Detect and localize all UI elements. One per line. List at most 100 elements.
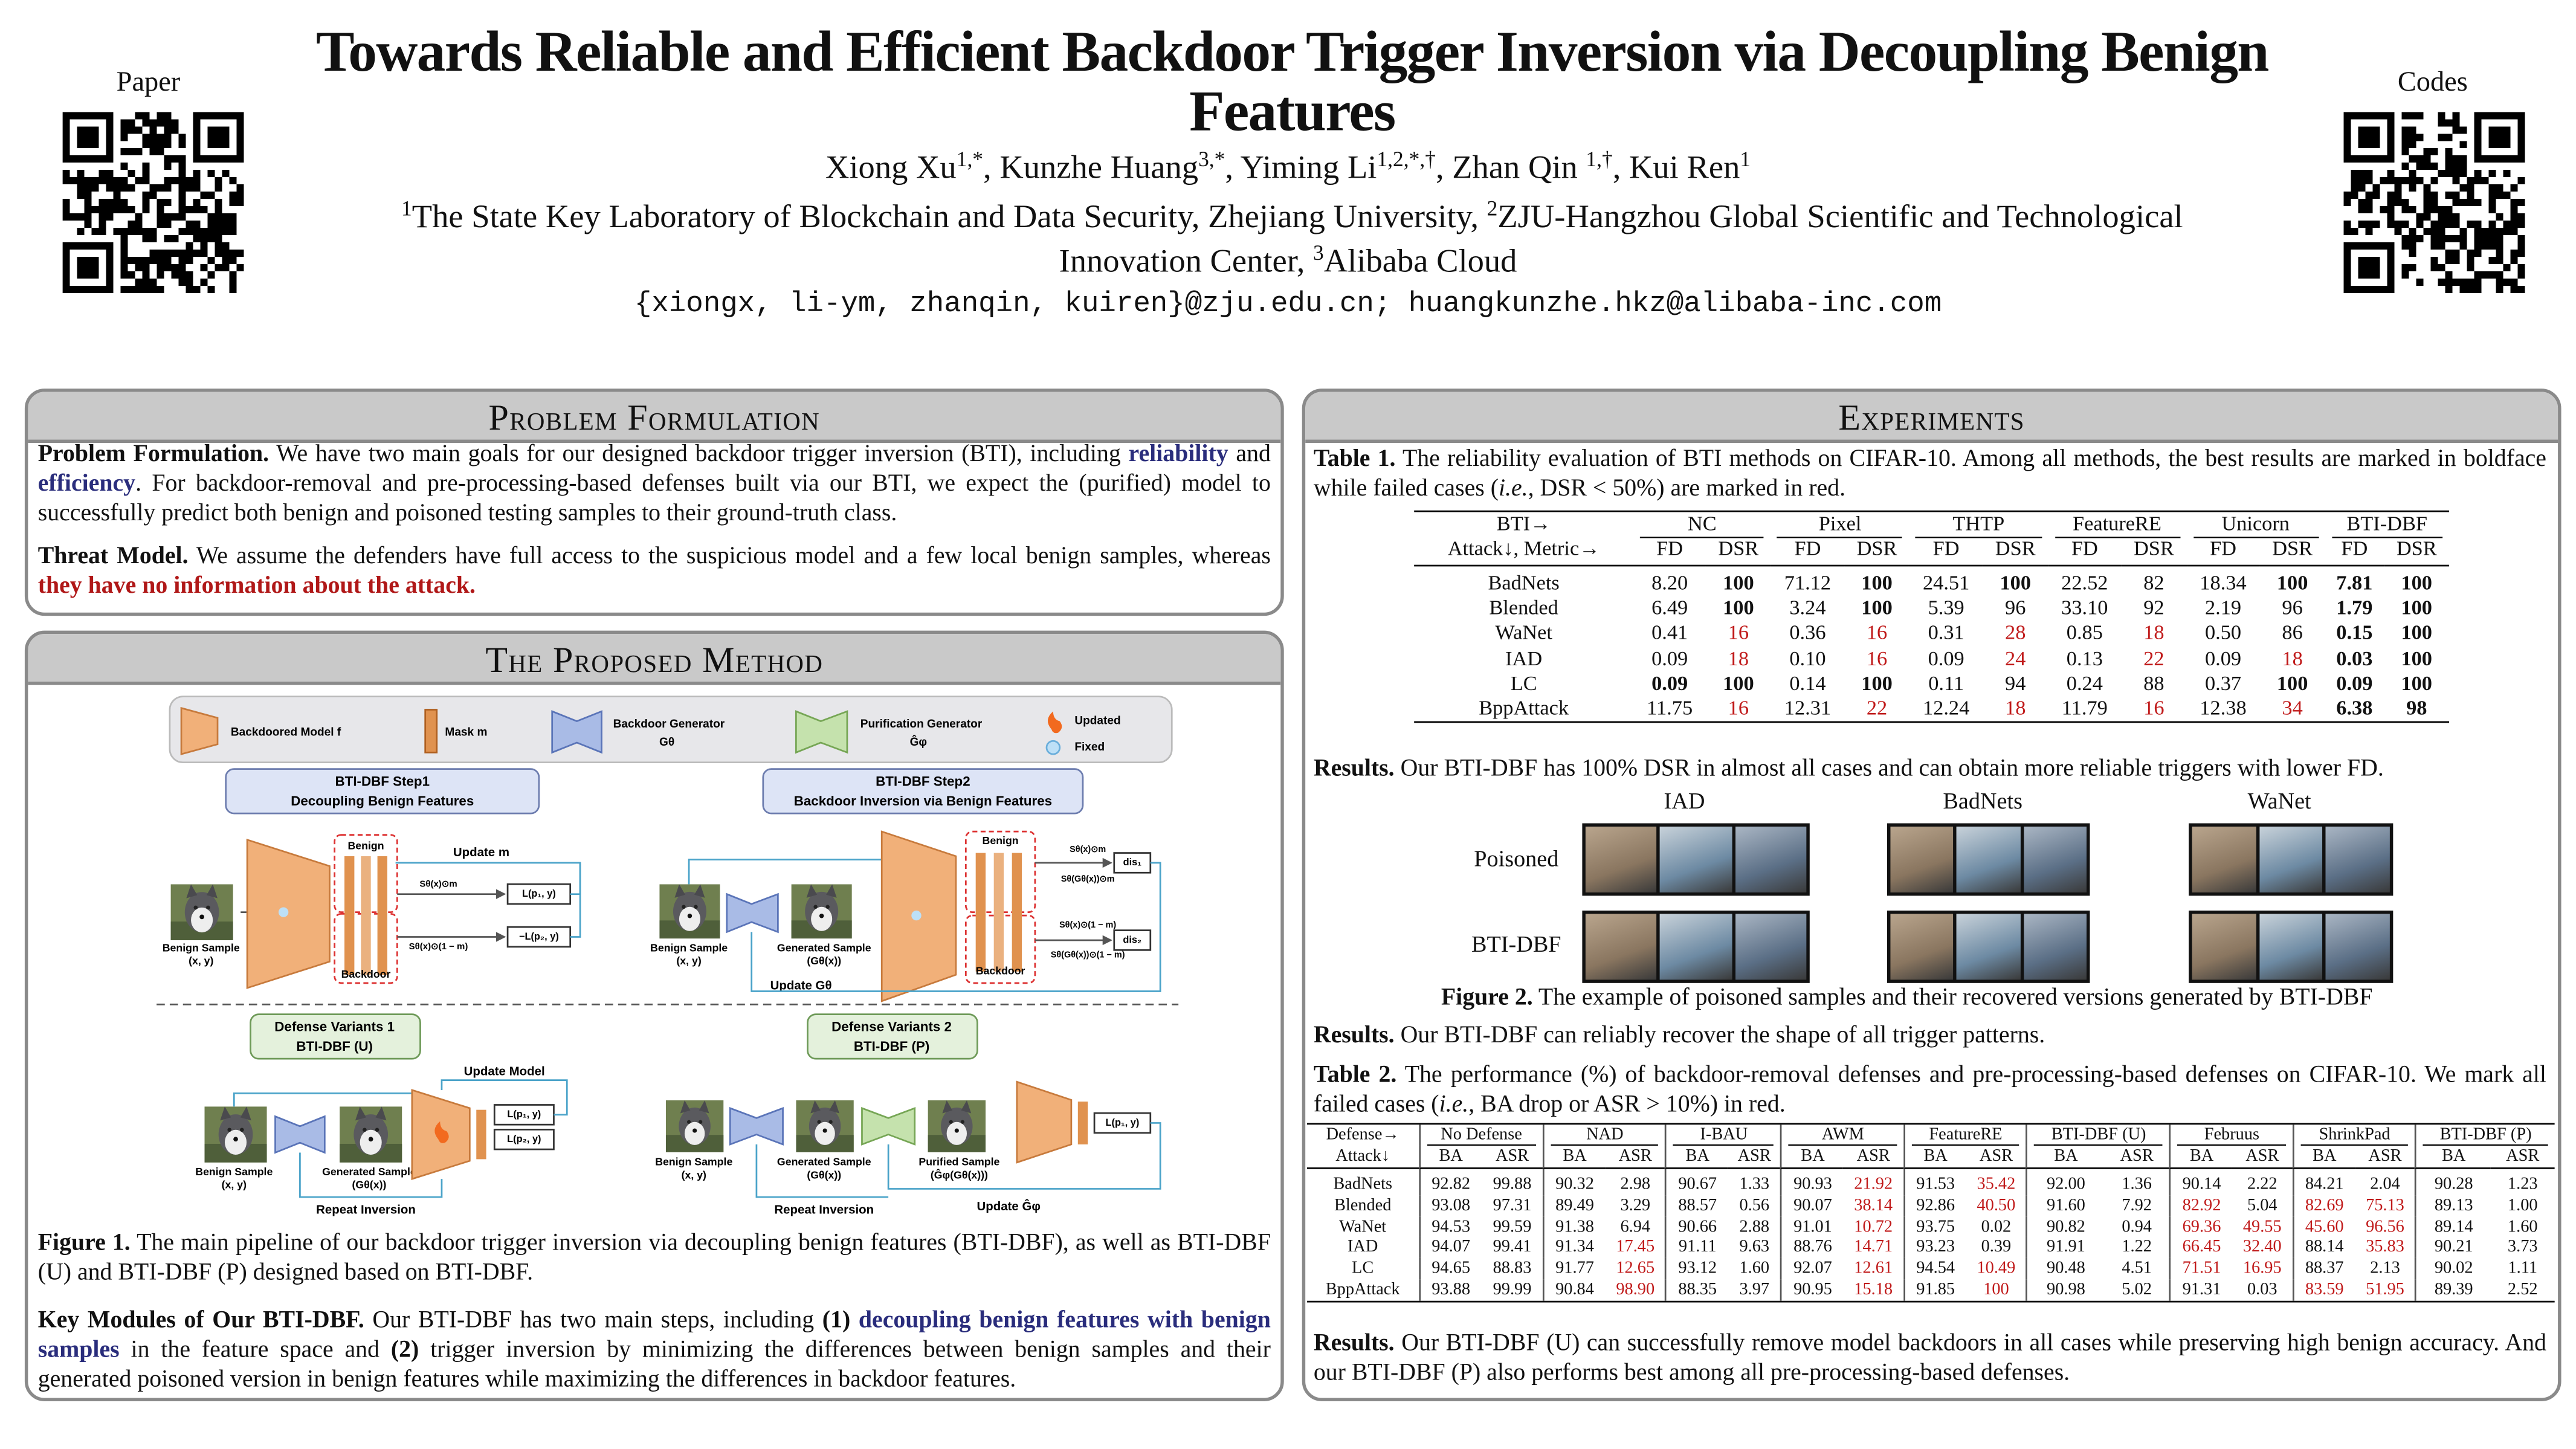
step1-diagram: Benign Sample (x, y) Benign Backdoor Upd…	[163, 834, 581, 989]
group-header: I-BAU	[1665, 1125, 1781, 1146]
table-cell: 49.55	[2242, 1218, 2282, 1236]
group-header: AWM	[1780, 1125, 1904, 1146]
text-run: Problem Formulation.	[37, 441, 270, 468]
table-cell: 0.85	[2066, 621, 2103, 645]
loss-box	[1093, 1112, 1152, 1134]
diagram-label: (x, y)	[682, 1169, 706, 1181]
diagram-label: Sθ(Gθ(x))⊙m	[1061, 874, 1115, 884]
table-cell: 99.59	[1493, 1218, 1532, 1236]
text-run: The performance (%) of backdoor-removal …	[1313, 1062, 2546, 1118]
table-cell: 88.76	[1780, 1237, 1844, 1259]
table-cell: 88.35	[1665, 1279, 1728, 1300]
text-run: Our BTI-DBF can reliably recover the sha…	[1394, 1022, 2045, 1049]
figure-1: Backdoored Model f Mask m Backdoor Gener…	[25, 683, 1282, 1244]
table-cell: 66.45	[2169, 1237, 2232, 1259]
table-cell: 1.23	[2507, 1176, 2538, 1195]
table-cell: 22	[1866, 697, 1888, 720]
table-cell: 12.38	[2200, 697, 2247, 720]
text-run: efficiency	[37, 471, 136, 498]
metric-header: BA	[2169, 1145, 2232, 1170]
table-cell: 0.94	[2122, 1218, 2152, 1236]
table-cell: 2.88	[1739, 1218, 1770, 1236]
feedback-line	[887, 1122, 1161, 1190]
diagram-label: Update Gθ	[770, 979, 832, 993]
figure-caption: Figure 1. The main pipeline of our backd…	[38, 1228, 1271, 1288]
diagram-label: Update m	[453, 845, 509, 859]
table-cell: 16	[1866, 646, 1888, 670]
feature-bar	[361, 856, 371, 975]
table-cell: 96.56	[2366, 1218, 2404, 1236]
table-cell: 100	[2276, 570, 2308, 595]
sample-image	[340, 1106, 402, 1163]
table-cell: 7.81	[2336, 570, 2373, 595]
table-cell: 93.75	[1903, 1216, 1966, 1238]
row-label: BadNets	[1488, 570, 1560, 595]
table-cell: 90.82	[2026, 1216, 2104, 1238]
table-cell: 100	[2401, 671, 2432, 695]
table-cell: 0.09	[1651, 646, 1688, 670]
table-cell: 96	[2005, 596, 2026, 619]
image-tile	[2326, 826, 2390, 892]
legend: Backdoored Model f Mask m Backdoor Gener…	[169, 695, 1173, 764]
table-cell: 100	[2401, 646, 2432, 670]
table-cell: 0.09	[2204, 646, 2242, 670]
metric-header: ASR	[1605, 1146, 1666, 1170]
table-cell: 88	[2143, 671, 2164, 695]
text-run: Threat Model.	[37, 543, 189, 569]
table-cell: 82.69	[2292, 1195, 2355, 1217]
group-header: FeatureRE	[2047, 512, 2187, 538]
paper-label: Paper	[116, 66, 181, 97]
benign-box	[964, 830, 1036, 914]
step-title: BTI-DBF Step1	[335, 773, 430, 789]
legend-label: Fixed	[1074, 741, 1105, 754]
diagram-label: Sθ(Gθ(x))⊙(1 − m)	[1051, 950, 1125, 960]
table-cell: 0.10	[1789, 646, 1826, 670]
text-run: in the feature space and	[119, 1337, 391, 1364]
results-text: Results. Our BTI-DBF has 100% DSR in alm…	[1314, 754, 2546, 784]
table-caption: Table 2. The performance (%) of backdoor…	[1314, 1060, 2546, 1120]
author-mark: 3,*	[1198, 146, 1225, 172]
metric-header: ASR	[1482, 1146, 1543, 1170]
row-label: LC	[1510, 671, 1537, 695]
table-row: IAD 94.07 99.41 91.34 17.45 91.11 9.63 88.76 14.…	[1307, 1237, 2555, 1259]
table-cell: 0.11	[1928, 671, 1964, 695]
table-cell: 2.04	[2370, 1176, 2400, 1195]
figure2-column: IAD	[1664, 790, 1705, 815]
metric-header: DSR	[2121, 537, 2187, 566]
diagram-label: dis₁	[1123, 857, 1142, 868]
corner-label: Defense→	[1326, 1126, 1399, 1144]
table-cell: 90.66	[1665, 1216, 1728, 1238]
group-header: Unicorn	[2186, 512, 2325, 538]
diagram-label: L(p₁, y)	[1106, 1117, 1140, 1128]
image-tile	[1735, 826, 1807, 892]
diagram-label: dis₂	[1123, 934, 1141, 945]
generator-shape	[274, 1115, 326, 1154]
authors: Xiong Xu1,*, Kunzhe Huang3,*, Yiming Li1…	[0, 148, 2576, 188]
figure-caption: Figure 2. The example of poisoned sample…	[1314, 983, 2500, 1013]
text-run: Our BTI-DBF has two main steps, includin…	[364, 1307, 822, 1334]
section-title: Problem Formulation	[28, 392, 1281, 444]
flow-line	[233, 1092, 412, 1107]
variant-title: Defense Variants 1	[274, 1019, 395, 1034]
diagram-label: Update Ĝφ	[976, 1199, 1041, 1213]
legend-label: Updated	[1074, 715, 1120, 728]
table-cell: 100	[1723, 596, 1754, 619]
table-cell: 45.60	[2292, 1216, 2355, 1238]
text-run: We assume the defenders have full access…	[188, 543, 1271, 569]
table-cell: 10.72	[1854, 1218, 1893, 1236]
table-cell: 91.91	[2026, 1237, 2104, 1259]
table-cell: 100	[1861, 570, 1893, 595]
text-run	[850, 1308, 859, 1334]
generator-icon	[551, 710, 602, 754]
table-cell: 94	[2005, 671, 2026, 695]
step-box	[762, 768, 1084, 815]
qr-code[interactable]	[2343, 112, 2525, 294]
text-run: Our BTI-DBF (U) can successfully remove …	[1313, 1330, 2546, 1387]
group-header: Februus	[2169, 1125, 2293, 1146]
model-shape	[246, 838, 331, 989]
qr-code[interactable]	[62, 112, 244, 294]
table-cell: 82.92	[2169, 1195, 2232, 1217]
paragraph: Threat Model. We assume the defenders ha…	[38, 541, 1271, 601]
feature-bar	[975, 853, 986, 972]
table-cell: 90.02	[2415, 1258, 2491, 1279]
